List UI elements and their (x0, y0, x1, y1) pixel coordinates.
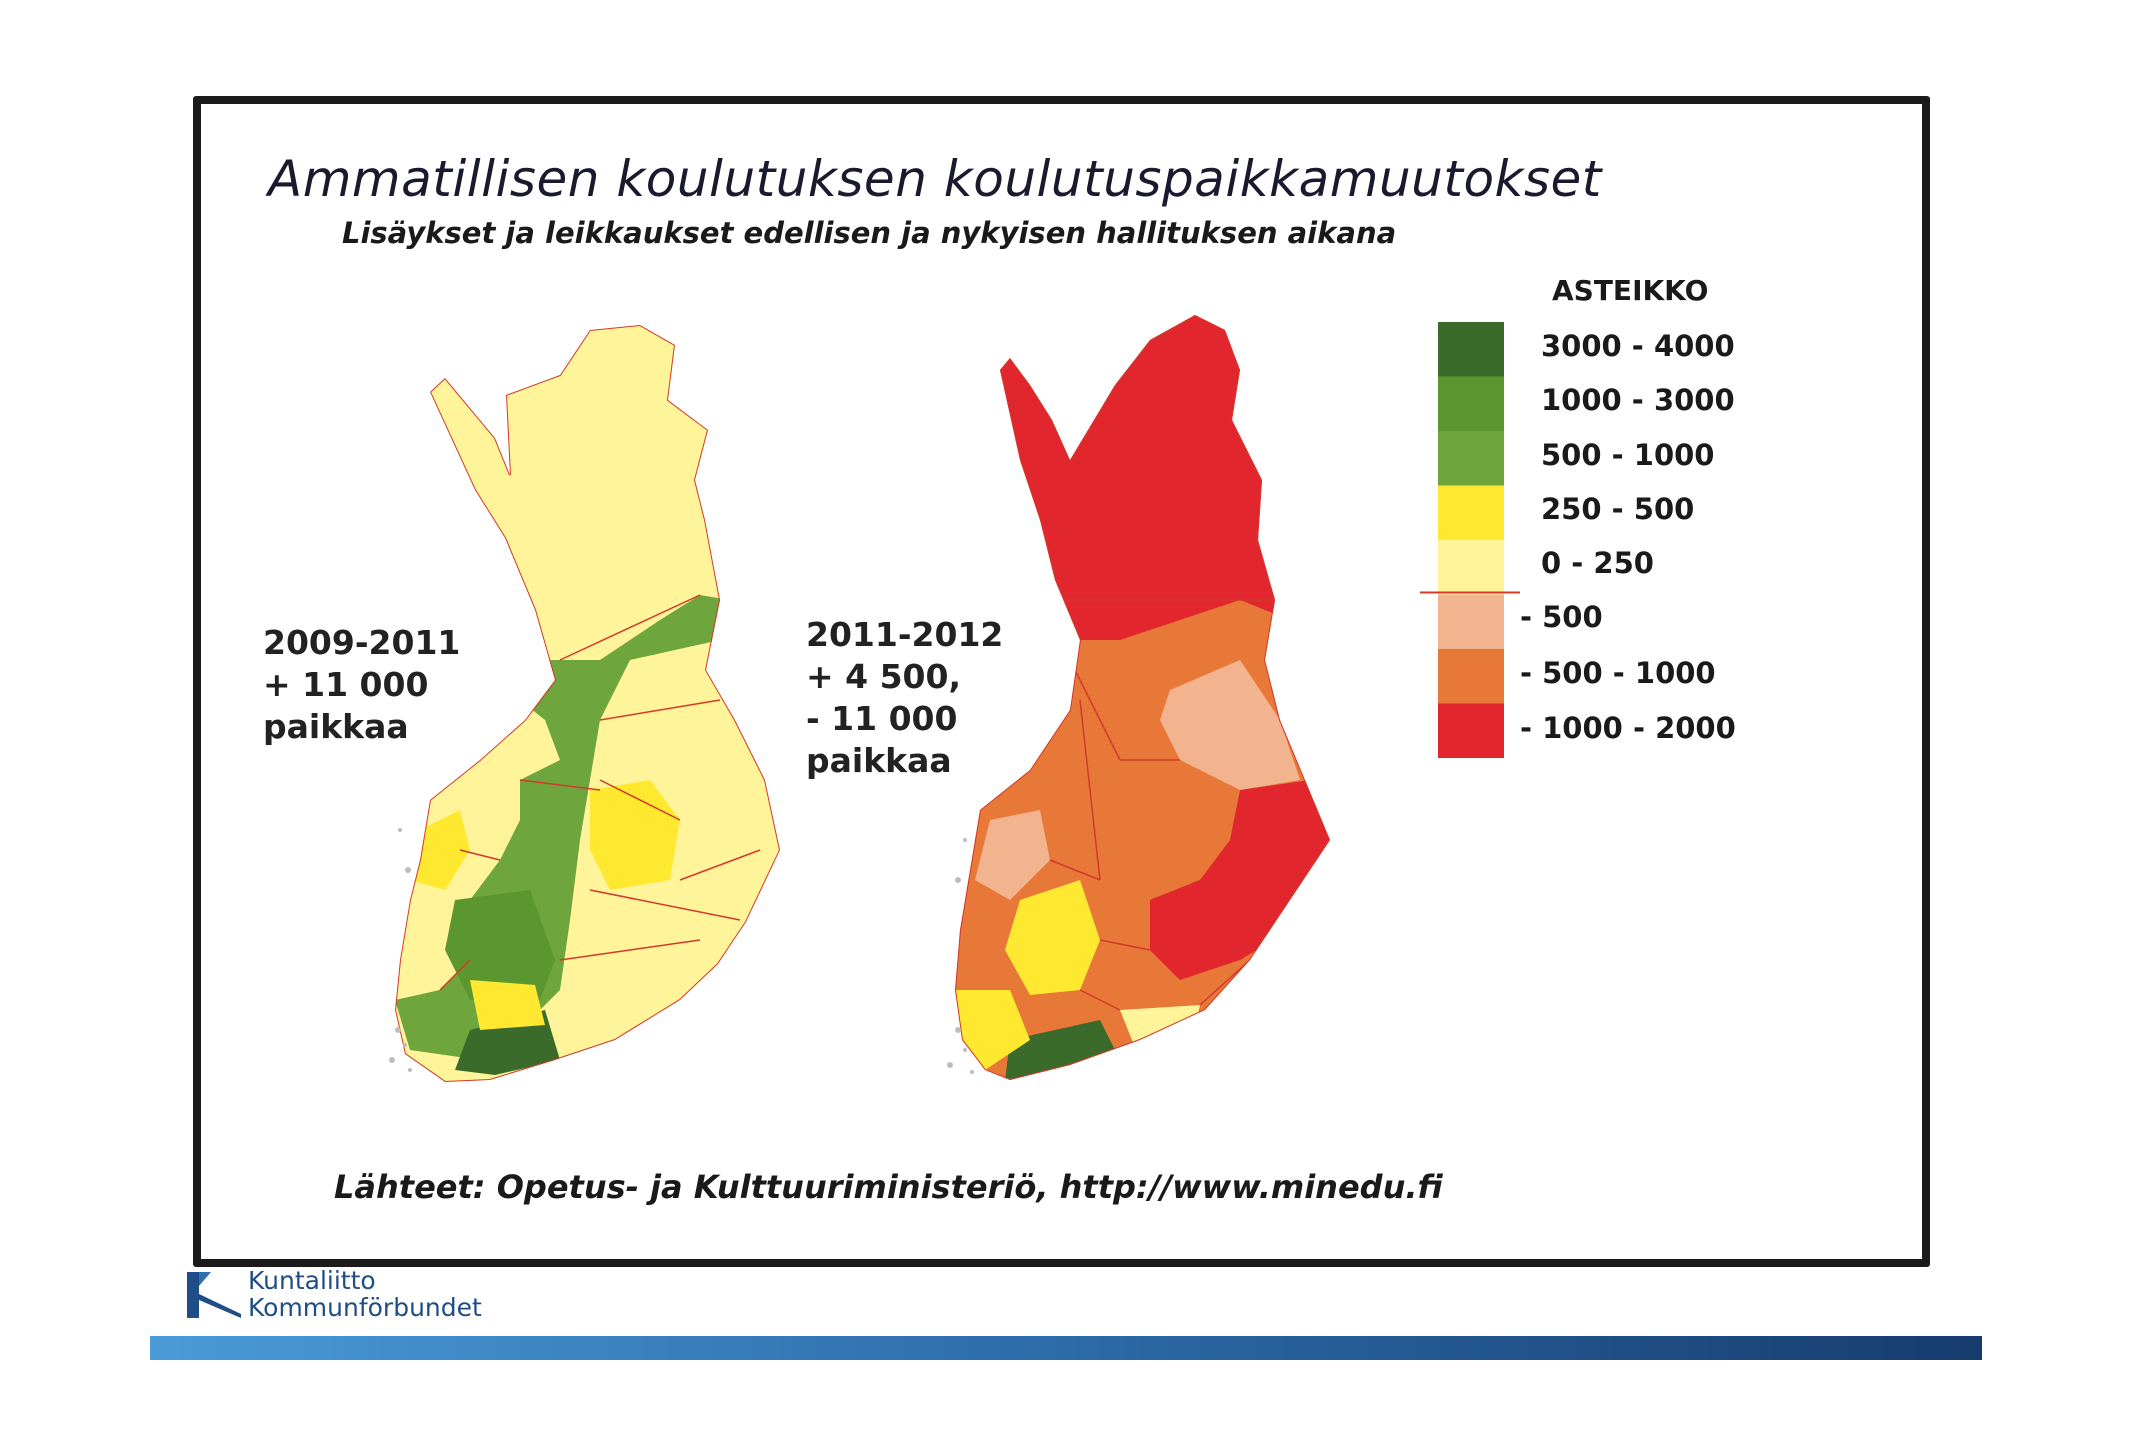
kuntaliitto-logo-icon (187, 1272, 241, 1318)
source-citation: Lähteet: Opetus- ja Kulttuuriministeriö,… (334, 1168, 1443, 1206)
legend-swatch (1438, 540, 1504, 595)
legend-swatch (1438, 322, 1504, 377)
legend-label: - 500 (1520, 600, 1603, 634)
legend-swatch (1438, 431, 1504, 486)
legend-label: - 1000 - 2000 (1520, 711, 1736, 745)
legend-label: 1000 - 3000 (1541, 383, 1735, 417)
legend-label: - 500 - 1000 (1520, 656, 1716, 690)
slide-title: Ammatillisen koulutuksen koulutuspaikkam… (268, 150, 1602, 208)
legend-label: 0 - 250 (1541, 546, 1654, 580)
legend-swatch (1438, 376, 1504, 431)
legend-swatch (1438, 594, 1504, 649)
legend-label: 500 - 1000 (1541, 438, 1715, 472)
legend-swatch (1438, 703, 1504, 758)
logo-line-1: Kuntaliitto (248, 1266, 376, 1295)
legend-swatch (1438, 485, 1504, 540)
period-label-2009-2011: 2009-2011 + 11 000 paikkaa (263, 622, 460, 748)
period-line: paikkaa (263, 707, 409, 746)
archipelago-dots (389, 828, 974, 1074)
period-line: + 4 500, (806, 657, 962, 696)
legend-label: 3000 - 4000 (1541, 329, 1735, 363)
period-line: paikkaa (806, 741, 952, 780)
legend-title: ASTEIKKO (1552, 274, 1709, 307)
period-label-2011-2012: 2011-2012 + 4 500, - 11 000 paikkaa (806, 614, 1003, 782)
legend-label: 250 - 500 (1541, 492, 1695, 526)
footer-bar (150, 1336, 1982, 1360)
legend-swatch (1438, 649, 1504, 704)
slide-subtitle: Lisäykset ja leikkaukset edellisen ja ny… (342, 216, 1397, 250)
period-line: - 11 000 (806, 699, 958, 738)
period-title: 2009-2011 (263, 623, 461, 662)
period-line: + 11 000 (263, 665, 429, 704)
logo-line-2: Kommunförbundet (248, 1293, 482, 1322)
period-title: 2011-2012 (806, 615, 1004, 654)
